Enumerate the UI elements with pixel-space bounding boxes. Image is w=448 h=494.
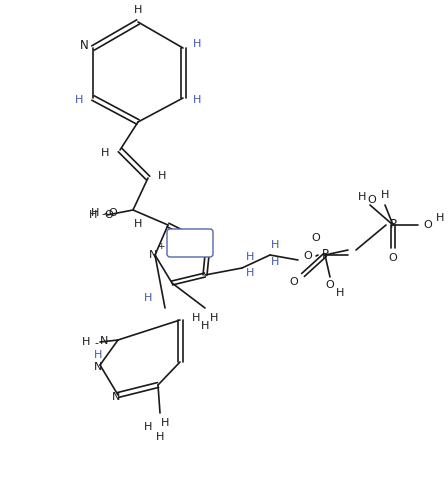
- Text: H: H: [134, 5, 142, 15]
- Text: -: -: [101, 209, 105, 219]
- FancyBboxPatch shape: [167, 229, 213, 257]
- Text: H: H: [336, 288, 344, 298]
- Text: -: -: [94, 338, 98, 348]
- Text: H: H: [94, 350, 102, 360]
- Text: H: H: [161, 418, 169, 428]
- Text: H: H: [144, 293, 152, 303]
- Text: O: O: [368, 195, 376, 205]
- Text: H: H: [101, 148, 109, 158]
- Text: N: N: [100, 336, 108, 346]
- Text: N: N: [149, 250, 157, 260]
- Text: H: H: [134, 219, 142, 229]
- Text: -: -: [103, 208, 107, 218]
- Text: H: H: [156, 432, 164, 442]
- Text: O: O: [105, 210, 113, 220]
- Text: H: H: [82, 337, 90, 347]
- Text: N: N: [94, 362, 102, 372]
- Text: H: H: [193, 39, 201, 49]
- Text: O: O: [326, 280, 334, 290]
- Text: H: H: [144, 422, 152, 432]
- Text: H: H: [246, 252, 254, 262]
- Text: H: H: [75, 95, 83, 105]
- Text: P: P: [322, 248, 328, 261]
- Text: H: H: [381, 190, 389, 200]
- Text: N: N: [112, 392, 120, 402]
- Text: O: O: [312, 233, 320, 243]
- Text: O: O: [108, 208, 117, 218]
- Text: +: +: [157, 242, 165, 251]
- Text: H: H: [193, 95, 201, 105]
- Text: O: O: [424, 220, 432, 230]
- Text: H: H: [436, 213, 444, 223]
- Text: H: H: [192, 313, 200, 323]
- Text: H: H: [210, 313, 218, 323]
- Text: H: H: [246, 268, 254, 278]
- Text: H: H: [271, 257, 279, 267]
- Text: O: O: [388, 253, 397, 263]
- Text: H: H: [89, 210, 97, 220]
- Text: H: H: [201, 321, 209, 331]
- Text: Abs: Abs: [179, 237, 201, 249]
- Text: H: H: [358, 192, 366, 202]
- Text: N: N: [80, 40, 88, 52]
- Text: H: H: [271, 240, 279, 250]
- Text: H: H: [91, 208, 99, 218]
- Text: O: O: [289, 277, 298, 287]
- Text: H: H: [158, 171, 166, 181]
- Text: P: P: [389, 218, 396, 232]
- Text: O: O: [304, 251, 312, 261]
